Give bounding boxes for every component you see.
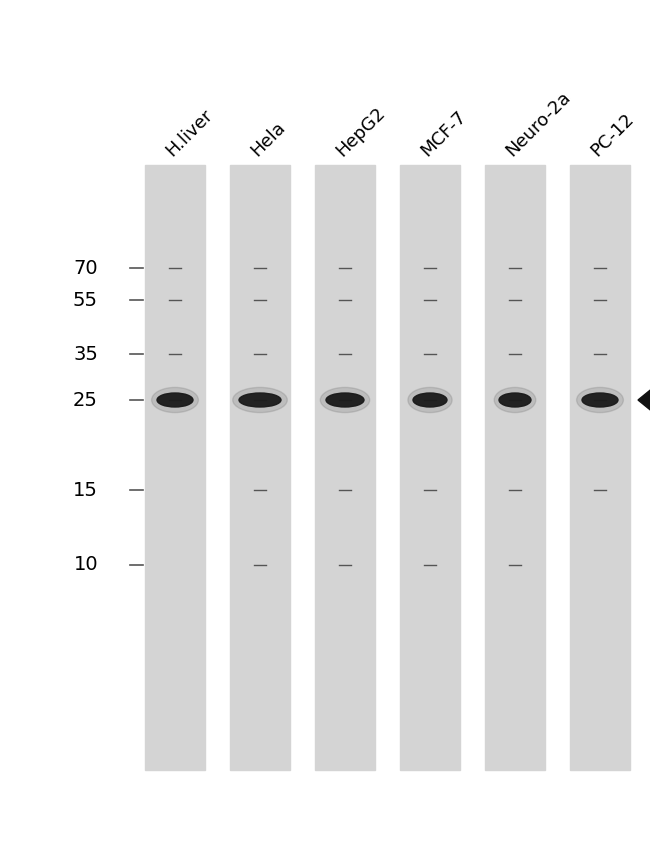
- Bar: [230, 165, 290, 770]
- Text: H.liver: H.liver: [162, 106, 216, 160]
- Bar: [315, 165, 375, 770]
- Text: 55: 55: [73, 291, 98, 309]
- Bar: [570, 165, 630, 770]
- Bar: [145, 165, 205, 770]
- Text: 25: 25: [73, 390, 98, 410]
- Ellipse shape: [413, 393, 447, 407]
- Polygon shape: [638, 374, 650, 426]
- Bar: [400, 165, 460, 770]
- Ellipse shape: [499, 393, 531, 407]
- Ellipse shape: [233, 388, 287, 412]
- Text: Neuro-2a: Neuro-2a: [502, 88, 574, 160]
- Ellipse shape: [408, 388, 452, 412]
- Ellipse shape: [577, 388, 623, 412]
- Text: 35: 35: [73, 344, 98, 364]
- Text: 15: 15: [73, 480, 98, 500]
- Ellipse shape: [582, 393, 618, 407]
- Ellipse shape: [494, 388, 536, 412]
- Text: 10: 10: [73, 556, 98, 575]
- Text: MCF-7: MCF-7: [417, 107, 470, 160]
- Text: PC-12: PC-12: [587, 110, 637, 160]
- Ellipse shape: [239, 393, 281, 407]
- Ellipse shape: [320, 388, 370, 412]
- Ellipse shape: [151, 388, 198, 412]
- Ellipse shape: [326, 393, 364, 407]
- Text: 70: 70: [73, 258, 98, 277]
- Text: Hela: Hela: [247, 118, 289, 160]
- Bar: [485, 165, 545, 770]
- Ellipse shape: [157, 393, 193, 407]
- Text: HepG2: HepG2: [332, 104, 389, 160]
